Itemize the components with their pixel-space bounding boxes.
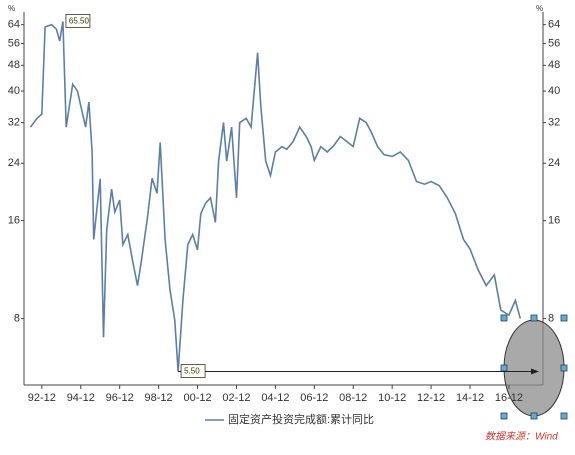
x-tick-label: 94-12 [67,392,95,404]
y-tick-label: 56 [8,37,20,49]
x-tick-label: 92-12 [28,392,56,404]
x-tick-label: 98-12 [145,392,173,404]
y-unit-right: % [536,4,543,13]
y-tick-label: 40 [8,85,20,97]
x-tick-label: 96-12 [106,392,134,404]
x-tick-label: 04-12 [261,392,289,404]
selection-handles [500,314,568,420]
y-tick-label-right: 40 [548,85,560,97]
x-tick-label: 12-12 [417,392,445,404]
x-tick-label: 00-12 [183,392,211,404]
x-tick-label: 14-12 [456,392,484,404]
annotation-box [180,364,206,378]
x-tick-label: 02-12 [222,392,250,404]
y-tick-label: 8 [14,312,20,324]
y-tick-label-right: 8 [548,312,554,324]
y-tick-label: 32 [8,117,20,129]
y-unit-left: % [8,4,15,13]
y-tick-label-right: 56 [548,37,560,49]
y-tick-label: 24 [8,157,20,169]
x-tick-label: 08-12 [339,392,367,404]
x-tick-label: 06-12 [300,392,328,404]
y-tick-label-right: 32 [548,117,560,129]
arrow-head [531,368,539,375]
annotation-box [65,13,91,28]
series-line [29,21,522,372]
legend-label: 固定资产投资完成额:累计同比 [228,412,374,426]
y-tick-label-right: 16 [548,215,560,227]
y-tick-label-right: 24 [548,157,560,169]
legend: 固定资产投资完成额:累计同比 [205,412,374,426]
y-tick-label: 64 [8,19,20,31]
y-tick-label-right: 64 [548,19,560,31]
annotation-label: 65.50 [69,17,90,26]
x-tick-label: 10-12 [378,392,406,404]
source: 数据来源：Wind [485,431,558,443]
y-tick-label-right: 48 [548,59,560,71]
y-tick-label: 48 [8,59,20,71]
x-tick-label: 16-12 [495,392,523,404]
y-tick-label: 16 [8,215,20,227]
annotation-label: 5.50 [184,367,200,376]
